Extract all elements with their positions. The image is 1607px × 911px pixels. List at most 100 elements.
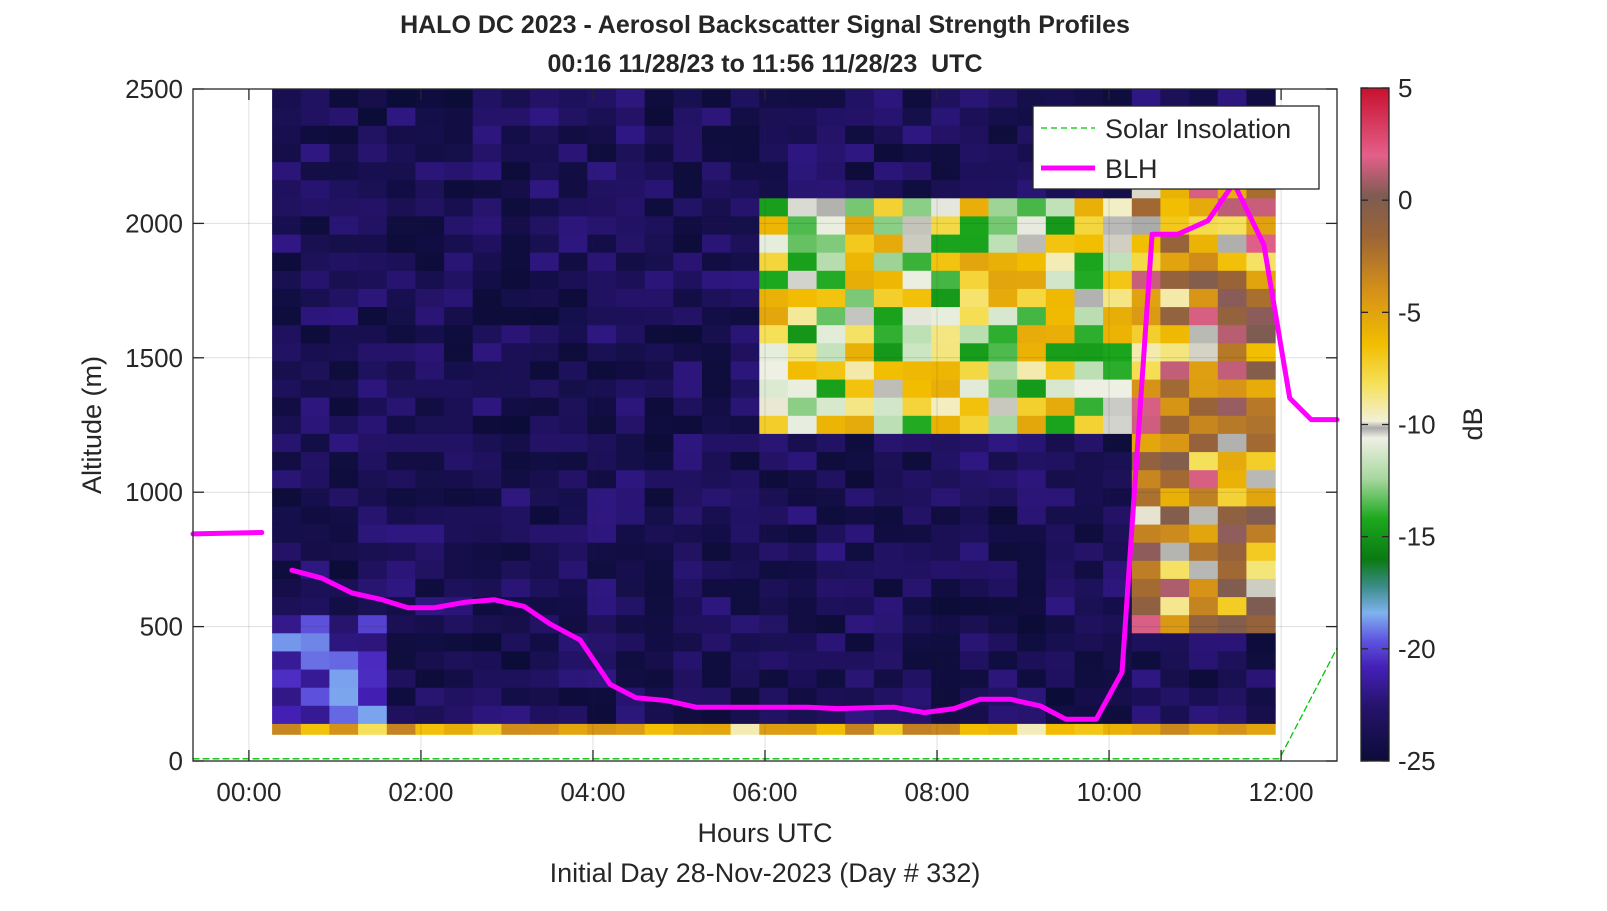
heatmap-cell (272, 705, 302, 724)
heatmap-cell (873, 687, 904, 706)
heatmap-cell (329, 125, 359, 144)
heatmap-cell (1103, 487, 1133, 507)
heatmap-cell (386, 197, 417, 217)
heatmap-cell (702, 524, 732, 543)
heatmap-cell (759, 560, 789, 579)
heatmap-cell (902, 143, 932, 163)
heatmap-cell (787, 215, 818, 235)
heatmap-cell (1045, 270, 1076, 289)
heatmap-cell (673, 632, 703, 652)
heatmap-cell (845, 379, 875, 398)
heatmap-cell (988, 89, 1018, 108)
heatmap-cell (845, 89, 875, 108)
heatmap-cell (644, 415, 674, 434)
heatmap-cell (673, 723, 703, 735)
heatmap-cell (816, 687, 846, 706)
heatmap-cell (959, 578, 990, 598)
heatmap-cell (616, 89, 646, 108)
heatmap-cell (386, 415, 417, 434)
heatmap-cell (272, 107, 302, 126)
heatmap-cell (501, 197, 531, 217)
heatmap-cell (644, 125, 674, 144)
heatmap-cell (702, 705, 732, 724)
heatmap-cell (1217, 342, 1248, 362)
heatmap-cell (444, 560, 474, 579)
heatmap-cell (702, 215, 732, 235)
heatmap-cell (1103, 433, 1133, 453)
heatmap-cell (530, 125, 560, 144)
heatmap-cell (1246, 542, 1276, 561)
heatmap-cell (931, 542, 961, 561)
heatmap-cell (644, 215, 674, 235)
heatmap-cell (816, 723, 846, 735)
heatmap-cell (329, 542, 359, 561)
heatmap-cell (644, 161, 674, 181)
heatmap-cell (300, 306, 331, 326)
heatmap-cell (931, 505, 961, 525)
heatmap-cell (530, 360, 560, 380)
heatmap-cell (816, 306, 846, 326)
heatmap-cell (931, 596, 961, 616)
heatmap-cell (558, 197, 588, 217)
heatmap-cell (1189, 687, 1219, 706)
heatmap-cell (1217, 632, 1248, 652)
heatmap-cell (616, 487, 646, 507)
x-tick-label: 12:00 (1249, 777, 1314, 807)
heatmap-cell (1103, 542, 1133, 561)
heatmap-cell (1045, 415, 1076, 434)
heatmap-cell (1017, 505, 1047, 525)
legend-solar-insolation-label: Solar Insolation (1105, 114, 1291, 144)
heatmap-cell (272, 650, 302, 670)
heatmap-cell (873, 632, 904, 652)
heatmap-cell (702, 487, 732, 507)
heatmap-cell (959, 723, 990, 735)
heatmap-cell (1045, 451, 1076, 471)
heatmap-cell (358, 270, 388, 289)
heatmap-cell (702, 360, 732, 380)
heatmap-cell (1160, 270, 1190, 289)
heatmap-cell (1131, 487, 1162, 507)
heatmap-cell (272, 415, 302, 434)
heatmap-cell (873, 669, 904, 688)
heatmap-cell (472, 143, 502, 163)
heatmap-cell (415, 379, 445, 398)
heatmap-cell (1074, 542, 1104, 561)
heatmap-cell (1074, 469, 1104, 489)
heatmap-cell (444, 288, 474, 308)
heatmap-cell (444, 669, 474, 688)
heatmap-cell (558, 524, 588, 543)
heatmap-cell (444, 524, 474, 543)
heatmap-cell (931, 161, 961, 181)
heatmap-cell (1131, 723, 1162, 735)
heatmap-cell (415, 252, 445, 271)
heatmap-cell (759, 252, 789, 271)
heatmap-cell (873, 451, 904, 471)
heatmap-cell (1045, 379, 1076, 398)
heatmap-cell (472, 107, 502, 126)
heatmap-cell (358, 632, 388, 652)
heatmap-cell (329, 161, 359, 181)
heatmap-cell (873, 578, 904, 598)
heatmap-cell (644, 379, 674, 398)
heatmap-cell (1246, 197, 1276, 217)
heatmap-cell (644, 89, 674, 108)
heatmap-cell (902, 107, 932, 126)
heatmap-cell (616, 451, 646, 471)
heatmap-cell (1160, 324, 1190, 344)
heatmap-cell (1246, 560, 1276, 579)
heatmap-cell (1131, 234, 1162, 253)
heatmap-cell (1074, 342, 1104, 362)
heatmap-cell (444, 578, 474, 598)
heatmap-cell (558, 687, 588, 706)
heatmap-cell (444, 687, 474, 706)
heatmap-cell (816, 252, 846, 271)
heatmap-cell (530, 469, 560, 489)
heatmap-cell (988, 650, 1018, 670)
heatmap-cell (959, 469, 990, 489)
heatmap-cell (1131, 542, 1162, 561)
heatmap-cell (873, 505, 904, 525)
heatmap-cell (472, 433, 502, 453)
heatmap-cell (1045, 614, 1076, 634)
heatmap-cell (787, 179, 818, 199)
heatmap-cell (587, 397, 617, 416)
